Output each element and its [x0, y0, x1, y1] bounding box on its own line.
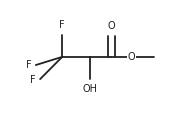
Text: F: F	[59, 20, 65, 30]
Text: F: F	[26, 60, 31, 70]
Text: F: F	[30, 75, 36, 85]
Text: OH: OH	[82, 84, 98, 94]
Text: O: O	[128, 52, 135, 62]
Text: O: O	[108, 21, 115, 31]
